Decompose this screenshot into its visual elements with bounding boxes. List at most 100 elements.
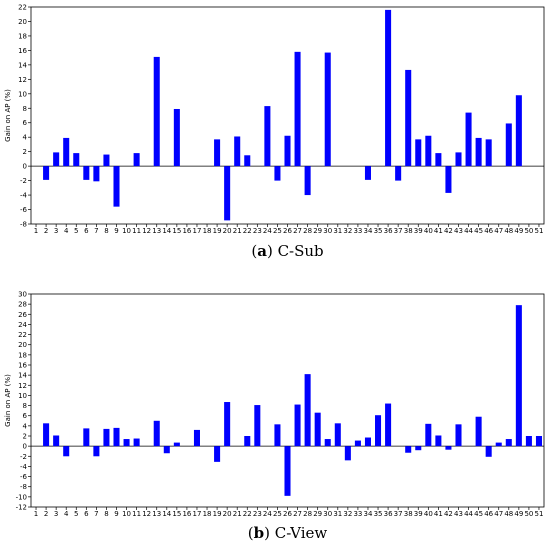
- x-tick-label: 33: [353, 227, 362, 235]
- x-tick-label: 5: [74, 227, 78, 235]
- x-tick-label: 19: [213, 227, 222, 235]
- y-tick-label: -4: [20, 463, 28, 471]
- bar: [274, 166, 281, 181]
- x-tick-label: 51: [535, 227, 544, 235]
- x-tick-label: 42: [444, 227, 453, 235]
- x-tick-label: 40: [424, 227, 433, 235]
- bar: [354, 440, 361, 447]
- x-tick-label: 17: [193, 510, 202, 518]
- x-tick-label: 36: [384, 227, 393, 235]
- bar: [435, 153, 442, 167]
- x-tick-label: 46: [484, 510, 493, 518]
- x-tick-label: 47: [494, 227, 503, 235]
- x-tick-label: 33: [353, 510, 362, 518]
- caption-open-paren: (: [251, 242, 257, 260]
- x-tick-label: 22: [243, 227, 252, 235]
- x-tick-label: 7: [94, 227, 98, 235]
- bar: [435, 435, 442, 447]
- caption-close-paren: ): [267, 242, 278, 260]
- x-tick-label: 31: [333, 510, 342, 518]
- x-tick-label: 30: [323, 510, 332, 518]
- x-tick-label: 2: [44, 227, 48, 235]
- x-tick-label: 47: [494, 510, 503, 518]
- bar: [525, 436, 532, 447]
- bar: [324, 52, 331, 167]
- bar: [344, 446, 351, 461]
- x-tick-label: 20: [223, 510, 232, 518]
- x-tick-label: 9: [114, 510, 118, 518]
- bar: [455, 152, 462, 167]
- x-tick-label: 28: [303, 510, 312, 518]
- x-tick-label: 38: [404, 227, 413, 235]
- bar: [495, 442, 502, 447]
- bar: [364, 437, 371, 447]
- bar: [425, 135, 432, 167]
- x-tick-label: 35: [374, 510, 383, 518]
- bar: [153, 420, 160, 447]
- bar: [314, 412, 321, 447]
- bar: [264, 106, 271, 167]
- x-tick-label: 7: [94, 510, 98, 518]
- bar: [234, 136, 241, 167]
- y-tick-label: 8: [23, 105, 27, 113]
- bar: [103, 428, 110, 447]
- x-tick-label: 29: [313, 510, 322, 518]
- bar: [63, 137, 70, 167]
- x-tick-label: 13: [152, 510, 161, 518]
- caption-text: C-Sub: [278, 242, 324, 260]
- bar: [364, 166, 371, 180]
- x-tick-label: 46: [484, 227, 493, 235]
- bar: [254, 405, 261, 447]
- y-tick-label: -4: [20, 192, 28, 200]
- chart-panel-b: -12-10-8-6-4-202468101214161820222426283…: [4, 291, 545, 542]
- x-tick-label: 14: [162, 227, 171, 235]
- x-tick-label: 50: [524, 227, 533, 235]
- bar: [485, 446, 492, 457]
- bar: [274, 424, 281, 447]
- bar: [425, 423, 432, 447]
- y-tick-label: 4: [23, 134, 28, 142]
- x-tick-label: 43: [454, 227, 463, 235]
- x-tick-label: 13: [152, 227, 161, 235]
- bar: [103, 154, 110, 167]
- x-tick-label: 2: [44, 510, 48, 518]
- bar: [113, 427, 120, 447]
- x-tick-label: 49: [514, 227, 523, 235]
- bar: [214, 446, 221, 462]
- bar: [173, 108, 180, 167]
- y-tick-label: 18: [18, 32, 27, 40]
- bar: [515, 305, 522, 447]
- bar: [113, 166, 120, 207]
- x-tick-label: 19: [213, 510, 222, 518]
- bar: [83, 166, 90, 180]
- x-tick-label: 5: [74, 510, 78, 518]
- y-tick-label: 18: [18, 351, 27, 359]
- x-tick-label: 45: [474, 227, 483, 235]
- x-tick-label: 20: [223, 227, 232, 235]
- bar: [123, 439, 130, 447]
- panel-caption: (a) C-Sub: [251, 242, 323, 260]
- caption-letter: b: [254, 524, 265, 542]
- x-tick-label: 26: [283, 510, 292, 518]
- y-tick-label: 10: [18, 392, 27, 400]
- bar: [375, 415, 382, 447]
- x-tick-label: 34: [364, 510, 373, 518]
- bar: [63, 446, 70, 457]
- x-tick-label: 25: [273, 227, 282, 235]
- x-tick-label: 23: [253, 510, 262, 518]
- x-tick-label: 4: [64, 510, 69, 518]
- x-tick-label: 10: [122, 227, 131, 235]
- bar: [485, 139, 492, 167]
- bar: [244, 155, 251, 167]
- bar: [385, 403, 392, 447]
- x-tick-label: 35: [374, 227, 383, 235]
- y-tick-label: 30: [18, 291, 27, 299]
- bar: [515, 95, 522, 167]
- x-tick-label: 24: [263, 227, 272, 235]
- bar: [214, 139, 221, 167]
- bar: [83, 428, 90, 447]
- y-tick-label: 14: [18, 372, 27, 380]
- y-tick-label: 28: [18, 301, 27, 309]
- bar: [405, 69, 412, 167]
